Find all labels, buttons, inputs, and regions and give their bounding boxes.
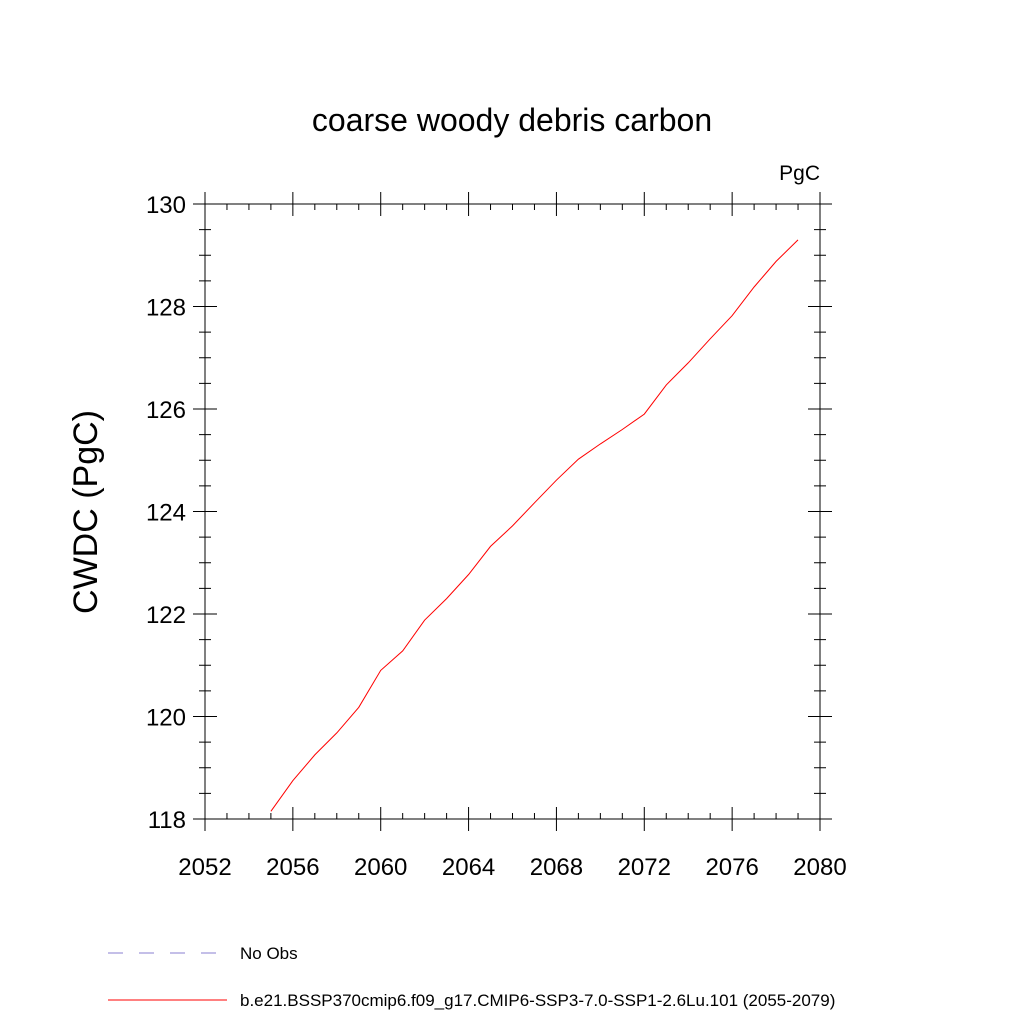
series-line: [270, 239, 799, 812]
x-tick-label: 2060: [354, 854, 407, 881]
axis-ticks: [193, 192, 832, 831]
x-tick-label: 2080: [793, 854, 846, 881]
x-tick-label: 2068: [530, 854, 583, 881]
x-tick-label: 2064: [442, 854, 495, 881]
legend-label: b.e21.BSSP370cmip6.f09_g17.CMIP6-SSP3-7.…: [240, 991, 835, 1010]
series-layer: [270, 239, 799, 812]
plot-frame: [204, 203, 821, 820]
legend: No Obs b.e21.BSSP370cmip6.f09_g17.CMIP6-S…: [108, 944, 835, 1010]
y-tick-label: 118: [148, 807, 186, 834]
x-tick-label: 2056: [266, 854, 319, 881]
y-tick-label: 126: [146, 397, 186, 424]
x-tick-label: 2072: [618, 854, 671, 881]
x-tick-label: 2052: [178, 854, 231, 881]
legend-label: No Obs: [240, 944, 298, 963]
x-tick-label: 2076: [705, 854, 758, 881]
chart-title: coarse woody debris carbon: [312, 102, 712, 138]
y-tick-label: 120: [146, 705, 186, 732]
y-tick-label: 128: [146, 295, 186, 322]
tick-labels: 2052 2056 2060 2064 2068 2072 2076 2080 118 120 12…: [146, 192, 847, 881]
y-tick-label: 124: [146, 500, 186, 527]
y-tick-label: 122: [146, 602, 186, 629]
y-axis-label: CWDC (PgC): [67, 410, 105, 614]
y-tick-label: 130: [146, 192, 186, 219]
units-label: PgC: [779, 162, 820, 185]
